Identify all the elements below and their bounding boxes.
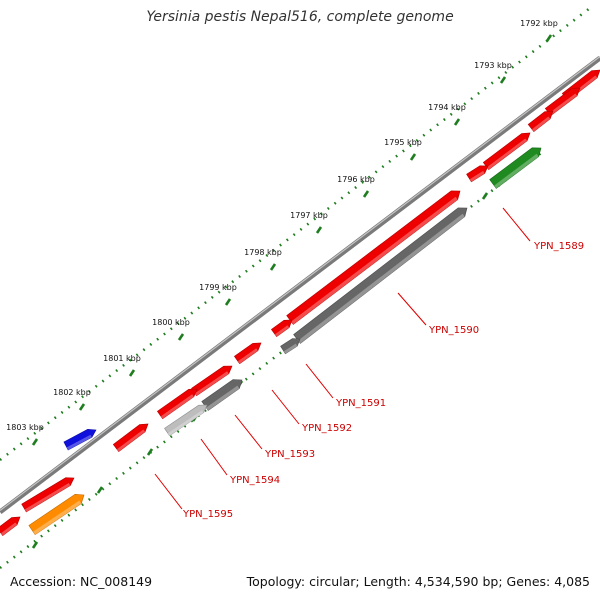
scale-tick-inner <box>481 192 489 200</box>
feature-bevel <box>66 434 92 450</box>
scale-tick-label: 1793 kbp <box>474 61 512 70</box>
scale-tick <box>499 76 507 84</box>
scale-tick <box>409 153 417 161</box>
feature-bevel <box>160 394 194 419</box>
gene-feature <box>201 379 243 411</box>
scale-tick-label: 1798 kbp <box>244 248 282 257</box>
feature-body <box>164 404 208 437</box>
cds-feature <box>0 516 21 537</box>
gene-leader-line <box>154 473 183 510</box>
feature-bevel <box>194 371 229 396</box>
feature-bevel <box>167 410 204 436</box>
feature-bevel <box>469 170 485 182</box>
scale-tick-inner <box>146 448 154 456</box>
gene-leader-line <box>200 438 228 476</box>
scale-tick-label: 1799 kbp <box>199 283 237 292</box>
feature-bevel <box>291 196 458 325</box>
feature-bevel <box>0 522 18 536</box>
cds-feature <box>21 477 75 513</box>
feature-bevel <box>274 325 290 337</box>
gene-label-layer: YPN_1589 YPN_1590 YPN_1591 YPN_1592 YPN_1593… <box>154 207 584 520</box>
gene-feature <box>164 404 208 437</box>
feature-body <box>489 147 542 189</box>
scale-tick-label: 1797 kbp <box>290 211 328 220</box>
feature-bevel <box>24 483 71 512</box>
scale-tick <box>269 263 277 271</box>
gene-label: YPN_1594 <box>229 475 280 486</box>
scale-tick-label: 1802 kbp <box>53 388 91 397</box>
gene-leader-line <box>502 207 531 242</box>
gene-label: YPN_1589 <box>533 241 584 252</box>
scale-tick <box>362 190 370 198</box>
backbone-arc <box>0 56 600 514</box>
cds-feature <box>112 423 149 453</box>
gene-feature <box>28 493 85 536</box>
feature-body <box>527 110 554 133</box>
scale-ring-outer <box>0 6 591 462</box>
gene-label: YPN_1595 <box>182 509 233 520</box>
map-title: Yersinia pestis Nepal516, complete genom… <box>146 9 454 25</box>
scale-tick <box>128 369 136 377</box>
feature-bevel <box>283 343 298 354</box>
scale-tick-label: 1801 kbp <box>103 354 141 363</box>
feature-bevel <box>237 348 258 364</box>
scale-tick <box>177 333 185 341</box>
feature-bevel <box>33 500 82 535</box>
cds-feature <box>270 319 293 338</box>
cds-feature <box>527 110 554 133</box>
feature-track <box>0 69 600 537</box>
scale-tick-label: 1800 kbp <box>152 318 190 327</box>
trna-feature <box>63 428 97 451</box>
feature-body <box>544 87 581 117</box>
feature-body <box>466 165 489 183</box>
cds-feature <box>286 190 461 325</box>
feature-bevel <box>206 385 240 411</box>
accession-text: Accession: NC_008149 <box>10 574 153 589</box>
genome-backbone <box>0 56 600 514</box>
feature-body <box>233 342 262 365</box>
scale-tick-label: 1796 kbp <box>337 175 375 184</box>
feature-body <box>482 132 531 171</box>
scale-tick-inner <box>96 486 104 494</box>
scale-tick <box>545 34 553 42</box>
gene-leader-line <box>234 414 263 450</box>
scale-tick-inner <box>31 541 39 549</box>
cds-feature <box>544 87 581 117</box>
feature-bevel <box>486 138 528 170</box>
gene-feature <box>489 147 542 189</box>
scale-tick-label: 1795 kbp <box>384 138 422 147</box>
feature-bevel <box>548 93 578 116</box>
backbone-highlight <box>0 56 600 511</box>
gene-label: YPN_1590 <box>428 325 479 336</box>
feature-bevel <box>298 213 465 344</box>
cds-feature <box>466 165 489 183</box>
scale-tick <box>315 226 323 234</box>
cds-feature <box>156 388 198 420</box>
scale-tick <box>224 298 232 306</box>
scale-tick-label: 1803 kbp <box>6 423 44 432</box>
scale-tick-label: 1794 kbp <box>428 103 466 112</box>
feature-bevel <box>532 116 551 132</box>
gene-leader-line <box>305 363 334 399</box>
gene-feature <box>280 338 301 355</box>
gene-label: YPN_1591 <box>335 398 386 409</box>
feature-bevel <box>116 429 146 452</box>
gene-label: YPN_1592 <box>301 423 352 434</box>
scale-tick <box>31 438 39 446</box>
feature-body <box>280 338 301 355</box>
feature-body <box>270 319 293 338</box>
genome-stats-text: Topology: circular; Length: 4,534,590 bp… <box>246 574 590 589</box>
cds-feature <box>233 342 262 365</box>
scale-tick-label: 1792 kbp <box>520 19 558 28</box>
cds-feature <box>482 132 531 171</box>
feature-bevel <box>494 153 539 189</box>
feature-body <box>112 423 149 453</box>
gene-leader-line <box>397 292 427 326</box>
scale-tick <box>453 118 461 126</box>
gene-leader-line <box>271 389 300 425</box>
scale-tick <box>78 403 86 411</box>
gene-feature <box>293 207 468 344</box>
gene-label: YPN_1593 <box>264 449 315 460</box>
